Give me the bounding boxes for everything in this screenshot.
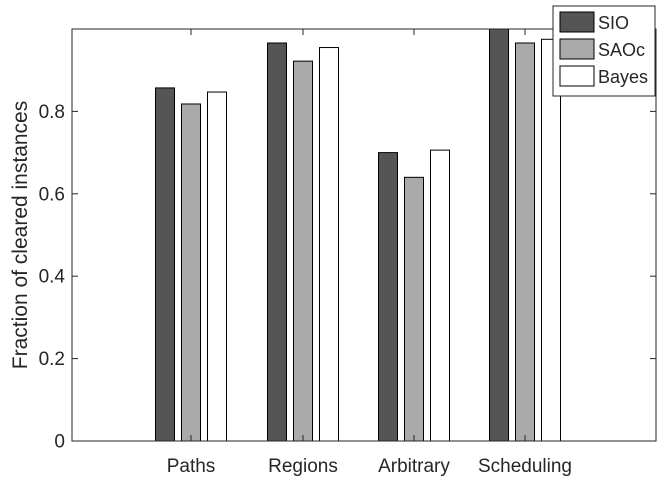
legend: SIO SAOc Bayes xyxy=(552,5,656,97)
legend-swatch-saoc xyxy=(559,38,595,60)
y-axis-label: Fraction of cleared instances xyxy=(9,101,32,369)
bar-bayes-paths xyxy=(207,91,227,442)
bar-sio-arbitrary xyxy=(378,152,398,442)
x-tick-label-paths: Paths xyxy=(167,456,216,477)
bar-sio-scheduling xyxy=(489,28,509,442)
bar-saoc-arbitrary xyxy=(404,176,424,442)
x-tick-label-regions: Regions xyxy=(268,456,338,477)
bar-sio-regions xyxy=(267,42,287,442)
x-tick-label-arbitrary: Arbitrary xyxy=(378,456,450,477)
bar-bayes-regions xyxy=(319,47,339,442)
bar-saoc-regions xyxy=(293,60,313,442)
legend-swatch-sio xyxy=(559,11,595,33)
y-axis: 0 0.2 0.4 0.6 0.8 xyxy=(39,102,656,453)
y-tick-label: 0.8 xyxy=(39,102,65,123)
legend-label-bayes: Bayes xyxy=(598,67,648,87)
legend-swatch-bayes xyxy=(559,65,595,87)
plot-frame xyxy=(71,28,657,442)
y-tick-label: 0 xyxy=(54,432,65,453)
x-axis: Paths Regions Arbitrary Scheduling xyxy=(167,29,572,477)
bar-bayes-scheduling xyxy=(541,38,561,442)
legend-label-sio: SIO xyxy=(598,13,629,33)
y-tick-label: 0.4 xyxy=(39,267,66,288)
bar-saoc-scheduling xyxy=(515,42,535,442)
bar-saoc-paths xyxy=(181,103,201,442)
x-tick-label-scheduling: Scheduling xyxy=(478,456,572,477)
legend-label-saoc: SAOc xyxy=(598,40,645,60)
y-tick-label: 0.6 xyxy=(39,184,65,205)
bars-layer xyxy=(155,28,561,442)
bar-sio-paths xyxy=(155,87,175,442)
bar-bayes-arbitrary xyxy=(430,149,450,442)
y-tick-label: 0.2 xyxy=(39,349,65,370)
